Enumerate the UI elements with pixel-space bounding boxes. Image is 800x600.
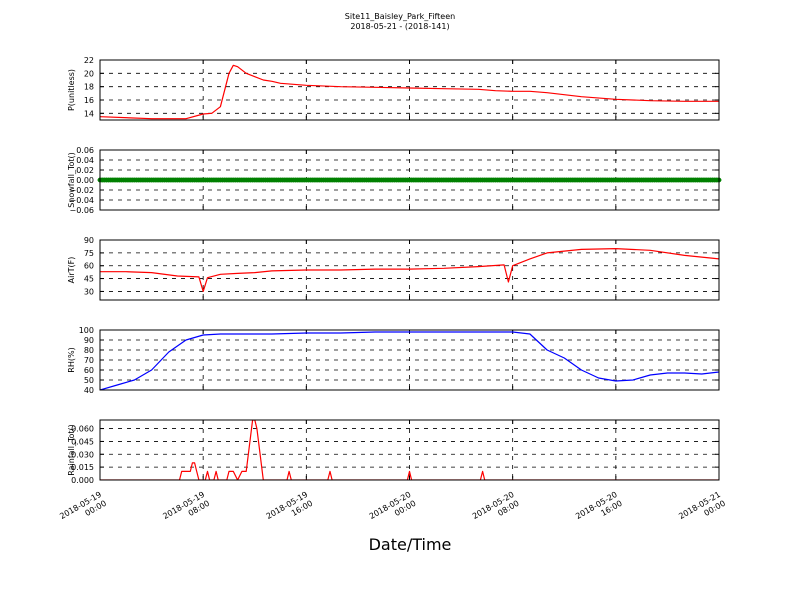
series-line	[100, 331, 719, 390]
x-tick-label: 2018-05-2016:00	[574, 490, 624, 530]
figure-title: Site11_Baisley_Park_Fifteen	[345, 12, 455, 21]
y-tick-label: 75	[84, 249, 94, 258]
y-axis-label: Snowfall_Tot()	[67, 152, 76, 208]
panel-3: 30 45 60 75 90 AirT(F)	[67, 236, 720, 301]
y-tick-label: 45	[84, 275, 94, 284]
y-tick-label: 100	[79, 326, 94, 335]
y-tick-label: 70	[84, 356, 94, 365]
x-tick-label: 2018-05-1900:00	[58, 490, 108, 530]
series-line	[100, 420, 719, 480]
y-tick-label: 60	[84, 262, 94, 271]
chart-panels: 1416182022P(unitless)0.060.040.020.00−0.…	[67, 56, 722, 485]
y-tick-label: −0.04	[69, 196, 94, 205]
y-axis-label: P(unitless)	[67, 69, 76, 111]
y-tick-label: 0.060	[71, 425, 94, 434]
x-tick-labels: 2018-05-1900:00 2018-05-1908:00 2018-05-19…	[58, 490, 727, 530]
y-tick-label: 60	[84, 366, 94, 375]
y-axis-label: AirT(F)	[67, 257, 76, 284]
y-tick-label: 0.000	[71, 476, 94, 485]
panel-1: 14 16 18 20 22 P(unitless)	[67, 56, 720, 121]
y-tick-label: 20	[84, 69, 94, 78]
series-line	[100, 248, 719, 292]
y-tick-label: 0.04	[76, 156, 94, 165]
y-tick-label: 0.02	[76, 166, 94, 175]
y-tick-label: 50	[84, 376, 94, 385]
y-tick-label: 0.06	[76, 146, 94, 155]
plot-frame	[99, 149, 720, 211]
y-tick-label: 30	[84, 287, 94, 296]
plot-frame	[99, 329, 720, 391]
x-tick-label: 2018-05-2000:00	[368, 490, 418, 530]
plot-frame	[99, 59, 720, 121]
y-tick-label: 40	[84, 386, 94, 395]
y-axis-label: RH(%)	[67, 347, 76, 372]
figure-subtitle: 2018-05-21 - (2018-141)	[350, 22, 449, 31]
y-tick-label: −0.02	[69, 186, 94, 195]
y-tick-label: 0.00	[76, 176, 94, 185]
x-tick-label: 2018-05-2008:00	[471, 490, 521, 530]
y-tick-label: 18	[84, 83, 94, 92]
y-tick-label: 90	[84, 236, 94, 245]
y-tick-label: 0.030	[71, 450, 94, 459]
series-line	[100, 64, 719, 120]
panel-2: 0.060.040.020.00−0.02−0.04−0.06Snowfall_…	[67, 146, 722, 215]
x-tick-label: 2018-05-2100:00	[677, 490, 727, 530]
y-tick-label: 22	[84, 56, 94, 65]
y-tick-label: 80	[84, 346, 94, 355]
plot-frame	[99, 419, 720, 481]
y-tick-label: −0.06	[69, 206, 94, 215]
y-tick-label: 0.045	[71, 437, 94, 446]
y-tick-label: 14	[84, 109, 94, 118]
y-tick-label: 0.015	[71, 463, 94, 472]
y-tick-label: 90	[84, 336, 94, 345]
y-tick-label: 16	[84, 96, 94, 105]
plot-frame	[99, 239, 720, 301]
x-tick-label: 2018-05-1908:00	[161, 490, 211, 530]
x-axis-label: Date/Time	[369, 535, 452, 554]
x-tick-label: 2018-05-1916:00	[265, 490, 315, 530]
y-axis-label: Rainfall_Tot()	[67, 424, 76, 476]
